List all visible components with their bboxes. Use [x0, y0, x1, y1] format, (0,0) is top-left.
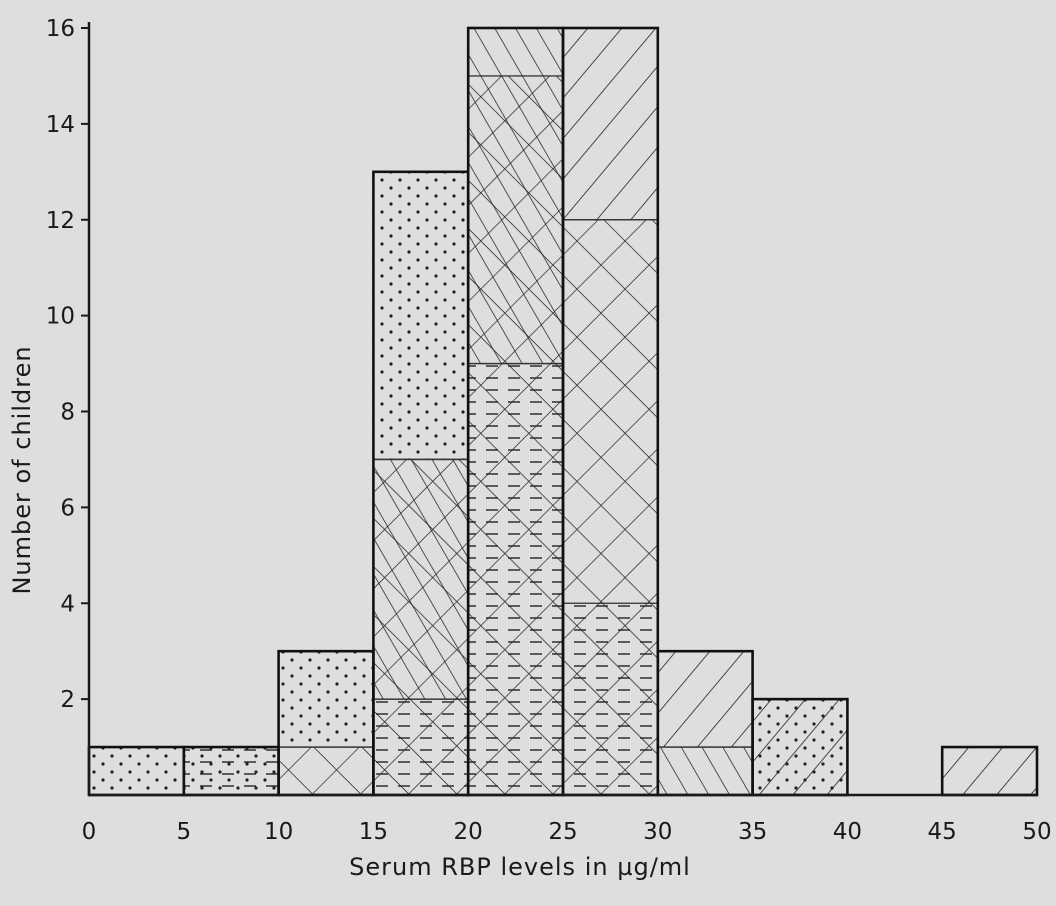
x-tick-label-35: 35	[738, 819, 767, 845]
bar-segment-20-25-forward-hatch	[467, 27, 564, 365]
x-tick-label-15: 15	[359, 819, 388, 845]
bar-segment-30-35-back-hatch	[657, 650, 754, 748]
y-axis-label: Number of children	[8, 345, 36, 594]
bar-segment-30-35-forward-hatch	[657, 746, 754, 796]
bar-segment-25-30-back-hatch	[562, 27, 659, 221]
bar-segment-5-10-dashes	[183, 746, 280, 796]
y-tick-label-6: 6	[60, 495, 75, 521]
bar-segment-35-40-back-hatch	[751, 698, 849, 796]
x-tick-label-30: 30	[643, 819, 672, 845]
x-tick-label-0: 0	[82, 819, 97, 845]
bar-segment-10-15-dots	[277, 650, 375, 748]
x-tick-label-5: 5	[176, 819, 191, 845]
axes	[87, 22, 1037, 797]
bar-segment-45-50-back-hatch	[941, 746, 1038, 796]
bar-segment-25-30-crosshatch	[562, 219, 659, 796]
y-tick-label-12: 12	[46, 208, 75, 234]
y-tick-label-16: 16	[46, 16, 75, 42]
x-tick-label-10: 10	[264, 819, 293, 845]
bar-segment-0-5-dots	[88, 746, 185, 796]
y-tick-label-2: 2	[60, 687, 75, 713]
bar-segment-15-20-forward-hatch	[372, 458, 469, 700]
y-tick-label-8: 8	[60, 400, 75, 426]
x-axis-label: Serum RBP levels in µg/ml	[349, 853, 691, 881]
y-axis-ticks: 2 4 6 8 10 12 14 16	[46, 16, 89, 713]
bar-segment-10-15-crosshatch	[277, 746, 375, 796]
histogram-bars	[87, 26, 1039, 797]
x-tick-label-50: 50	[1022, 819, 1051, 845]
y-tick-label-4: 4	[60, 591, 75, 617]
y-tick-label-10: 10	[46, 304, 75, 330]
x-axis-ticks: 0 5 10 15 20 25 30 35 40 45 50	[82, 819, 1052, 845]
y-tick-label-14: 14	[46, 112, 75, 138]
x-tick-label-40: 40	[833, 819, 862, 845]
x-tick-label-20: 20	[454, 819, 483, 845]
bar-segment-15-20-dots	[372, 171, 469, 461]
x-tick-label-45: 45	[928, 819, 957, 845]
x-tick-label-25: 25	[548, 819, 577, 845]
